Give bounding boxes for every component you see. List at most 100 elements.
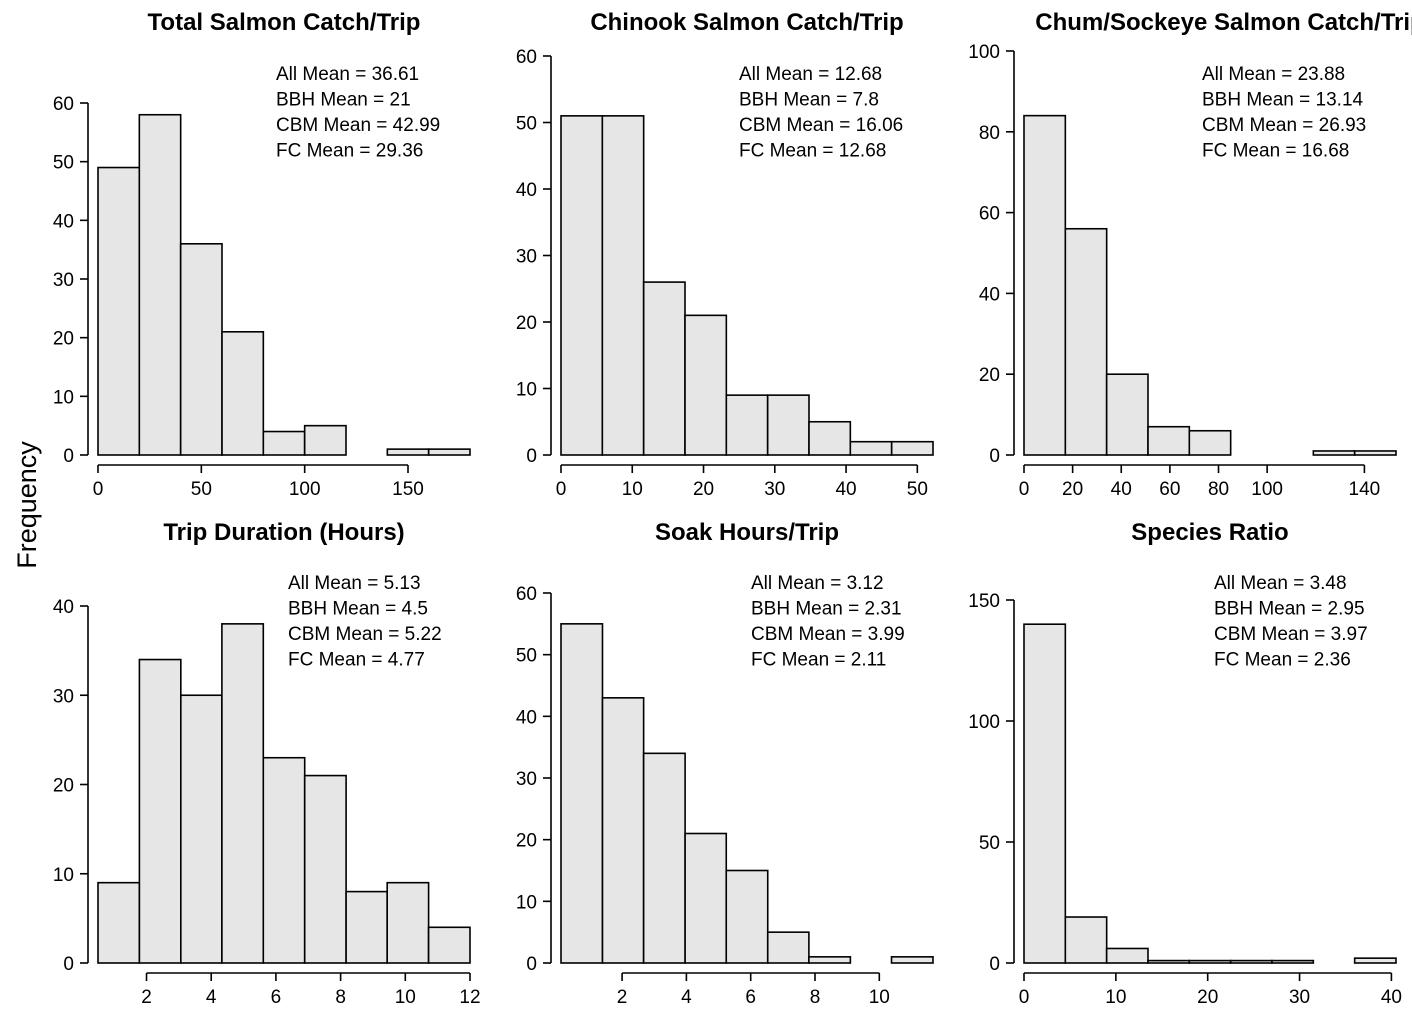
x-tick-label: 40 — [835, 479, 856, 500]
y-tick-label: 60 — [516, 584, 537, 605]
x-tick-label: 40 — [1381, 987, 1402, 1008]
x-tick-label: 8 — [810, 987, 821, 1008]
y-tick-label: 10 — [53, 387, 74, 408]
panel-title: Species Ratio — [1131, 519, 1288, 546]
histogram-bar — [221, 623, 265, 964]
histogram-bar — [97, 881, 141, 964]
y-tick-label: 20 — [53, 776, 74, 797]
x-tick-label: 10 — [395, 987, 416, 1008]
histogram-bar — [262, 756, 306, 964]
histogram-bar — [345, 890, 388, 964]
y-tick-label: 30 — [516, 769, 537, 790]
histogram-bar — [303, 424, 347, 456]
mean-annotation: CBM Mean = 26.93 — [1202, 115, 1366, 136]
histogram-bar — [684, 314, 728, 456]
x-tick-label: 20 — [693, 479, 714, 500]
y-tick-label: 100 — [968, 712, 1000, 733]
x-tick-label: 10 — [869, 987, 890, 1008]
histogram-panel-6: Species Ratio 0 50 100 150 0 10 20 30 40 All Mean … — [968, 519, 1402, 1008]
mean-annotation: All Mean = 5.13 — [288, 573, 421, 594]
x-tick-label: 10 — [622, 479, 643, 500]
histogram-bar — [684, 832, 728, 964]
histogram-bar — [386, 881, 430, 964]
histogram-bar — [560, 115, 604, 456]
y-tick-label: 0 — [526, 446, 537, 467]
histogram-bar — [1105, 947, 1149, 964]
histogram-panel-5: Soak Hours/Trip 0 10 20 30 40 50 60 2 4 6 8 10 All Me… — [516, 519, 934, 1008]
y-tick-label: 10 — [53, 865, 74, 886]
mean-annotation: All Mean = 23.88 — [1202, 64, 1345, 85]
shared-y-axis-label: Frequency — [12, 441, 42, 569]
histogram-bar — [179, 243, 223, 456]
mean-annotation: CBM Mean = 3.97 — [1214, 624, 1368, 645]
y-tick-label: 40 — [516, 180, 537, 201]
y-tick-label: 0 — [63, 954, 74, 975]
y-tick-label: 0 — [989, 446, 1000, 467]
histogram-panel-1: Total Salmon Catch/Trip 0 10 20 30 40 50 60 0 50 1… — [53, 9, 471, 500]
histogram-bar — [386, 448, 430, 456]
y-tick-label: 30 — [53, 270, 74, 291]
histogram-bar — [1188, 959, 1232, 964]
mean-annotation: All Mean = 3.12 — [751, 573, 884, 594]
histogram-bar — [725, 394, 769, 456]
histogram-bar — [1188, 429, 1232, 456]
y-tick-label: 50 — [979, 833, 1000, 854]
histogram-bar — [1147, 959, 1191, 964]
histogram-bar — [1023, 623, 1067, 964]
histogram-panel-3: Chum/Sockeye Salmon Catch/Trip 0 20 40 60 80 1… — [968, 9, 1412, 500]
y-tick-label: 50 — [53, 153, 74, 174]
x-tick-label: 8 — [335, 987, 346, 1008]
histogram-bar — [766, 931, 810, 964]
x-tick-label: 30 — [764, 479, 785, 500]
y-tick-label: 100 — [968, 42, 1000, 63]
y-tick-label: 10 — [516, 892, 537, 913]
y-tick-label: 40 — [53, 597, 74, 618]
histogram-bar — [890, 440, 934, 456]
mean-annotation: CBM Mean = 5.22 — [288, 624, 442, 645]
histogram-bar — [138, 113, 182, 456]
y-tick-label: 40 — [516, 707, 537, 728]
histogram-bar — [180, 694, 223, 964]
histogram-bar — [1312, 450, 1356, 456]
x-tick-label: 60 — [1159, 479, 1180, 500]
histogram-bar — [808, 956, 852, 964]
panel-title: Soak Hours/Trip — [655, 519, 839, 546]
panel-title: Total Salmon Catch/Trip — [148, 9, 421, 36]
histogram-bar — [560, 623, 604, 964]
y-tick-label: 0 — [989, 954, 1000, 975]
mean-annotation: BBH Mean = 2.31 — [751, 599, 902, 620]
y-tick-label: 60 — [53, 94, 74, 115]
y-tick-label: 0 — [526, 954, 537, 975]
x-tick-label: 20 — [1197, 987, 1218, 1008]
mean-annotation: CBM Mean = 42.99 — [276, 115, 440, 136]
mean-annotation: CBM Mean = 16.06 — [739, 115, 903, 136]
mean-annotation: BBH Mean = 7.8 — [739, 90, 879, 111]
histogram-bar — [890, 956, 934, 964]
histogram-bar — [221, 330, 265, 456]
y-tick-label: 30 — [516, 247, 537, 268]
y-tick-label: 20 — [516, 313, 537, 334]
histogram-bar — [97, 166, 141, 456]
mean-annotation: BBH Mean = 13.14 — [1202, 90, 1364, 111]
mean-annotation: CBM Mean = 3.99 — [751, 624, 905, 645]
histogram-bar — [808, 420, 852, 456]
x-tick-label: 0 — [93, 479, 104, 500]
histogram-bar — [1229, 959, 1273, 964]
histogram-bar — [427, 926, 471, 964]
histogram-bar — [1147, 425, 1191, 456]
mean-annotation: BBH Mean = 2.95 — [1214, 599, 1365, 620]
x-tick-label: 0 — [1019, 987, 1030, 1008]
histogram-bar — [303, 774, 347, 964]
y-tick-label: 10 — [516, 380, 537, 401]
mean-annotation: FC Mean = 2.36 — [1214, 650, 1351, 671]
x-tick-label: 6 — [745, 987, 756, 1008]
y-tick-label: 40 — [53, 211, 74, 232]
x-tick-label: 20 — [1062, 479, 1083, 500]
x-tick-label: 10 — [1105, 987, 1126, 1008]
histogram-bar — [1353, 450, 1397, 456]
x-tick-label: 4 — [206, 987, 217, 1008]
histogram-bar — [601, 115, 645, 456]
mean-annotation: FC Mean = 4.77 — [288, 650, 425, 671]
y-tick-label: 20 — [979, 365, 1000, 386]
